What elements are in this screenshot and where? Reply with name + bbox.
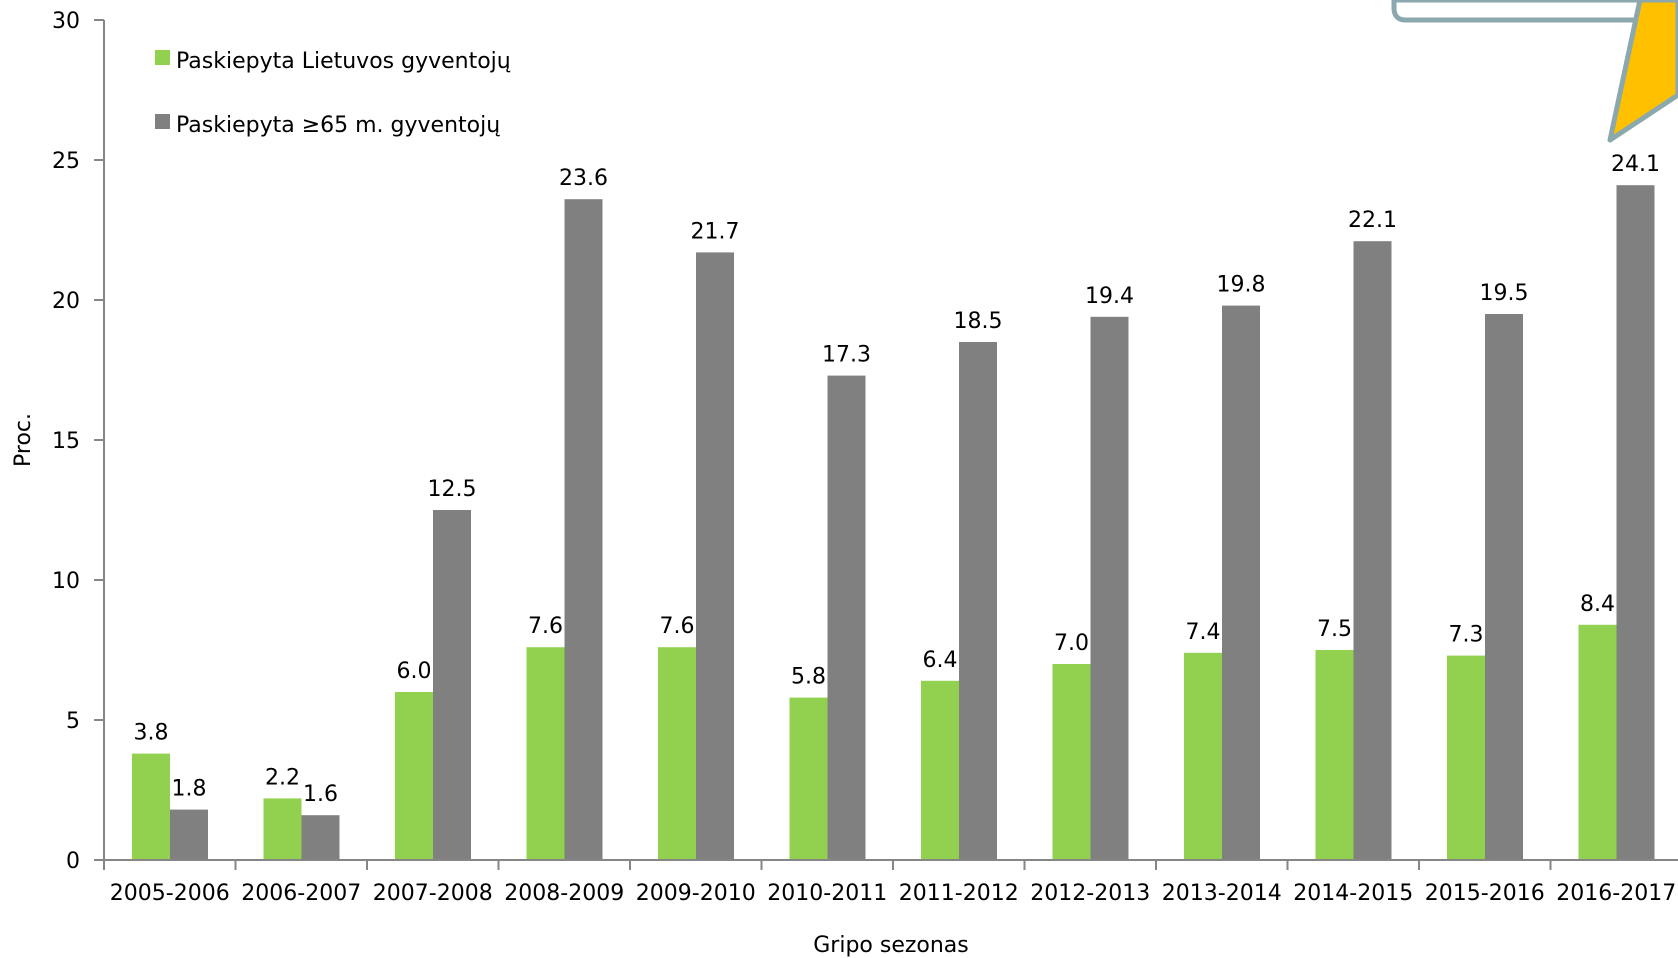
bar-senior-2010-2011 — [827, 375, 866, 860]
bar-all-2013-2014 — [1184, 652, 1222, 860]
callout-decoration — [1391, 0, 1678, 143]
bar-all-2014-2015 — [1315, 650, 1354, 860]
bar-all-2015-2016 — [1447, 655, 1485, 860]
bar-senior-2006-2007 — [301, 815, 340, 860]
x-tick-label-2007-2008: 2007-2008 — [373, 881, 493, 906]
bar-senior-2007-2008 — [433, 510, 471, 860]
bar-senior-2015-2016 — [1485, 314, 1523, 860]
data-label-all-2008-2009: 7.6 — [528, 614, 563, 639]
data-label-all-2015-2016: 7.3 — [1449, 623, 1484, 648]
bar-all-2012-2013 — [1052, 664, 1091, 860]
data-label-all-2009-2010: 7.6 — [660, 614, 695, 639]
bar-all-2008-2009 — [526, 647, 565, 860]
y-tick-label-0: 0 — [66, 849, 80, 874]
data-label-all-2012-2013: 7.0 — [1054, 631, 1089, 656]
y-tick-label-20: 20 — [52, 289, 80, 314]
x-tick-label-2014-2015: 2014-2015 — [1293, 881, 1413, 906]
bar-all-2009-2010 — [658, 647, 696, 860]
x-tick-label-2015-2016: 2015-2016 — [1425, 881, 1545, 906]
bar-senior-2014-2015 — [1353, 241, 1392, 860]
x-tick-label-2008-2009: 2008-2009 — [504, 881, 624, 906]
bar-all-2016-2017 — [1578, 624, 1617, 860]
data-label-senior-2006-2007: 1.6 — [303, 782, 338, 807]
bar-all-2010-2011 — [789, 697, 828, 860]
data-label-senior-2007-2008: 12.5 — [428, 477, 477, 502]
data-label-senior-2011-2012: 18.5 — [954, 309, 1003, 334]
legend-swatch-senior — [155, 114, 170, 129]
x-tick-label-2005-2006: 2005-2006 — [110, 881, 230, 906]
y-axis-title: Proc. — [11, 413, 36, 467]
data-label-all-2011-2012: 6.4 — [923, 648, 958, 673]
legend-swatch-all — [155, 50, 170, 65]
bar-senior-2005-2006 — [170, 809, 208, 860]
bar-senior-2012-2013 — [1090, 316, 1129, 860]
data-label-senior-2008-2009: 23.6 — [559, 166, 608, 191]
data-label-all-2010-2011: 5.8 — [791, 665, 826, 690]
callout-box — [1391, 0, 1678, 23]
x-tick-label-2012-2013: 2012-2013 — [1030, 881, 1150, 906]
y-tick-label-30: 30 — [52, 9, 80, 34]
bar-senior-2016-2017 — [1616, 185, 1655, 860]
bar-all-2007-2008 — [395, 692, 433, 860]
data-label-senior-2015-2016: 19.5 — [1480, 281, 1529, 306]
data-label-all-2006-2007: 2.2 — [265, 765, 300, 790]
x-tick-label-2013-2014: 2013-2014 — [1162, 881, 1282, 906]
x-tick-label-2016-2017: 2016-2017 — [1556, 881, 1676, 906]
data-label-senior-2016-2017: 24.1 — [1611, 152, 1660, 177]
y-tick-label-25: 25 — [52, 149, 80, 174]
data-label-all-2013-2014: 7.4 — [1186, 620, 1221, 645]
bar-senior-2013-2014 — [1222, 305, 1260, 861]
data-label-all-2014-2015: 7.5 — [1317, 617, 1352, 642]
data-label-senior-2009-2010: 21.7 — [691, 219, 740, 244]
bar-all-2011-2012 — [921, 680, 959, 860]
x-tick-label-2006-2007: 2006-2007 — [241, 881, 361, 906]
bar-all-2006-2007 — [263, 798, 302, 860]
bar-senior-2009-2010 — [696, 252, 734, 860]
legend-label-senior: Paskiepyta ≥65 m. gyventojų — [176, 113, 500, 138]
y-tick-label-10: 10 — [52, 569, 80, 594]
data-label-senior-2014-2015: 22.1 — [1348, 208, 1397, 233]
data-label-all-2005-2006: 3.8 — [134, 721, 169, 746]
x-tick-label-2011-2012: 2011-2012 — [899, 881, 1019, 906]
callout-arrow — [1607, 0, 1678, 143]
bar-senior-2008-2009 — [564, 199, 603, 860]
data-label-senior-2010-2011: 17.3 — [822, 343, 871, 368]
y-tick-label-15: 15 — [52, 429, 80, 454]
x-tick-label-2009-2010: 2009-2010 — [636, 881, 756, 906]
x-tick-label-2010-2011: 2010-2011 — [767, 881, 887, 906]
data-label-senior-2012-2013: 19.4 — [1085, 284, 1134, 309]
y-tick-label-5: 5 — [66, 709, 80, 734]
bar-all-2005-2006 — [132, 753, 170, 860]
data-label-all-2007-2008: 6.0 — [397, 659, 432, 684]
data-label-senior-2005-2006: 1.8 — [172, 777, 207, 802]
legend-label-all: Paskiepyta Lietuvos gyventojų — [176, 49, 511, 74]
x-axis-title: Gripo sezonas — [813, 933, 969, 958]
bar-senior-2011-2012 — [959, 342, 997, 860]
data-label-senior-2013-2014: 19.8 — [1217, 273, 1266, 298]
data-label-all-2016-2017: 8.4 — [1580, 592, 1615, 617]
